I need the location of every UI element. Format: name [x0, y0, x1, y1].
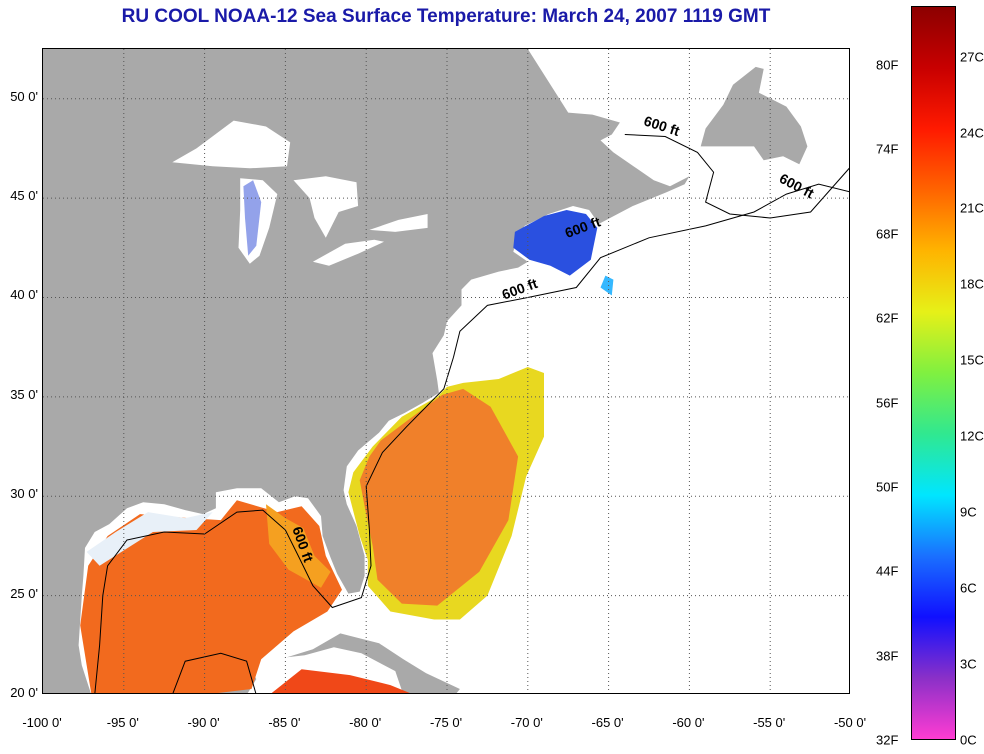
- contour-label: 600 ft: [777, 170, 817, 201]
- colorbar-f-label: 32F: [876, 732, 899, 748]
- lat-tick-label: 40 0': [10, 287, 38, 303]
- colorbar-c-label: 6C: [960, 580, 977, 596]
- colorbar-f-label: 80F: [876, 57, 899, 73]
- cuba-land: [287, 633, 460, 693]
- lon-tick-label: -60 0': [672, 715, 705, 730]
- lon-tick-label: -70 0': [510, 715, 543, 730]
- lon-tick-label: -80 0': [349, 715, 382, 730]
- lake-huron: [293, 176, 359, 238]
- colorbar-c-label: 9C: [960, 504, 977, 520]
- caribbean-sst: [271, 669, 410, 693]
- lat-tick-label: 45 0': [10, 188, 38, 204]
- map-title: RU COOL NOAA-12 Sea Surface Temperature:…: [121, 6, 771, 27]
- colorbar-c-label: 12C: [960, 428, 984, 444]
- colorbar-f-label: 62F: [876, 310, 899, 326]
- contour-label: 600 ft: [500, 275, 540, 303]
- lat-tick-label: 20 0': [10, 685, 38, 700]
- lake-erie: [312, 239, 384, 266]
- lon-tick-label: -85 0': [268, 715, 301, 730]
- lon-tick-label: -50 0': [833, 715, 867, 730]
- temperature-colorbar: [911, 6, 956, 740]
- lat-tick-label: 30 0': [10, 486, 38, 502]
- newfoundland-land: [700, 66, 808, 165]
- gulf-stream-sst: [359, 388, 519, 606]
- colorbar-c-label: 27C: [960, 49, 984, 65]
- contour-600ft-yucatan: [172, 652, 257, 693]
- colorbar-f-label: 68F: [876, 226, 899, 242]
- colorbar-f-label: 44F: [876, 563, 899, 579]
- lake-michigan-sst: [243, 180, 262, 256]
- cold-eddy-sst: [600, 275, 614, 296]
- colorbar-f-label: 74F: [876, 141, 899, 157]
- contour-600ft-main: [94, 183, 849, 693]
- colorbar-c-label: 15C: [960, 352, 984, 368]
- great-lakes-layer: [172, 120, 428, 266]
- lon-tick-label: -65 0': [591, 715, 624, 730]
- colorbar-f-label: 50F: [876, 479, 899, 495]
- colorbar-c-label: 3C: [960, 656, 977, 672]
- colorbar-c-label: 18C: [960, 276, 984, 292]
- gulf-of-maine-sst: [513, 210, 598, 276]
- contour-label: 600 ft: [642, 112, 682, 139]
- lon-tick-label: -95 0': [106, 715, 139, 730]
- lake-superior: [172, 120, 291, 169]
- colorbar-f-label: 38F: [876, 648, 899, 664]
- west-florida-shelf-sst: [266, 504, 331, 588]
- lake-ontario: [369, 214, 428, 232]
- sst-map[interactable]: 600 ft 600 ft 600 ft 600 ft 600 ft: [42, 48, 850, 694]
- contour-600ft-laurentian: [624, 134, 849, 219]
- lat-tick-label: 50 0': [10, 88, 38, 104]
- colorbar-c-label: 0C: [960, 732, 977, 748]
- lon-tick-label: -75 0': [429, 715, 463, 730]
- colorbar-f-label: 56F: [876, 395, 899, 411]
- lat-tick-label: 25 0': [10, 585, 38, 601]
- graticule-grid: [43, 49, 849, 693]
- lon-tick-label: -100 0': [22, 715, 62, 730]
- shelf-contour-layer: [94, 134, 849, 693]
- lon-tick-label: -55 0': [753, 715, 786, 730]
- lon-tick-label: -90 0': [187, 715, 220, 730]
- colorbar-c-label: 21C: [960, 200, 984, 216]
- colorbar-c-label: 24C: [960, 125, 984, 141]
- lat-tick-label: 35 0': [10, 386, 38, 402]
